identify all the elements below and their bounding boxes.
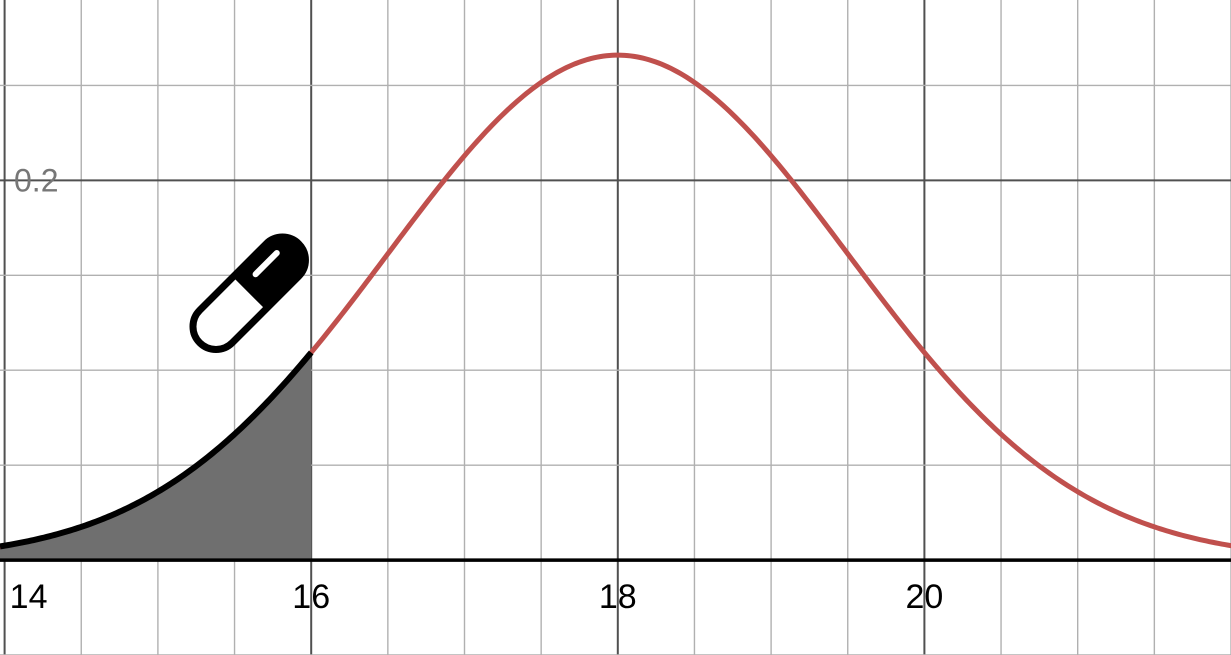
icon-layer	[183, 228, 315, 360]
x-tick-label: 16	[292, 578, 330, 616]
shaded-area-layer	[0, 352, 311, 560]
x-tick-label: 18	[599, 578, 637, 616]
pill-capsule-icon	[183, 228, 315, 360]
curve-layer	[0, 55, 1231, 546]
x-tick-label: 20	[905, 578, 943, 616]
y-tick-label: 0.2	[14, 162, 58, 198]
x-tick-label: 14	[10, 578, 48, 616]
shaded-area	[0, 352, 311, 560]
